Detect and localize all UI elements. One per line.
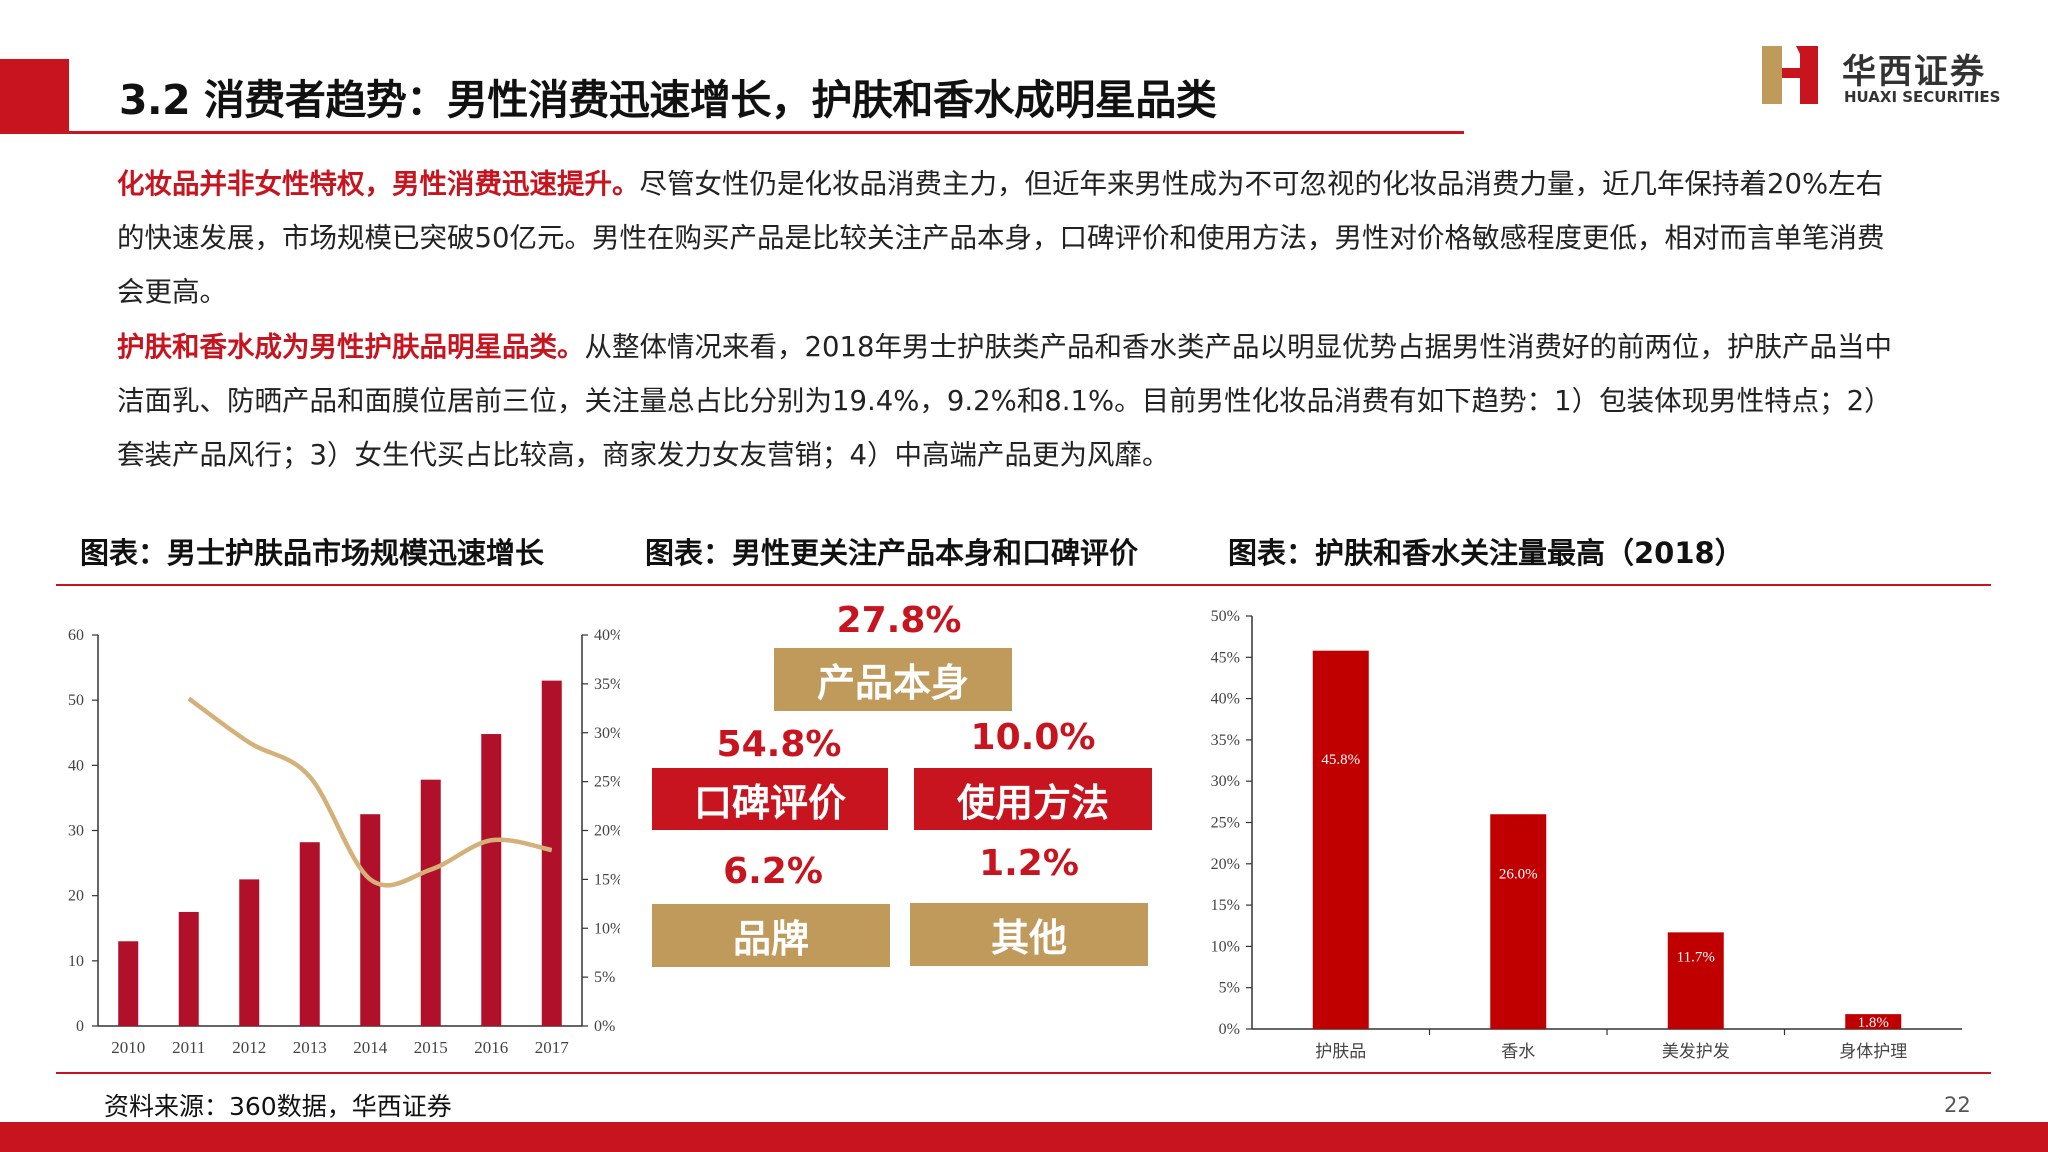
metric-value-other: 1.2% [979,843,1079,884]
metric-label-usage: 使用方法 [914,768,1152,830]
metric-value-usage: 10.0% [970,717,1096,758]
metric-label-reputation: 口碑评价 [652,768,888,830]
category-attention-chart: 0% 5% 10% 15% 20% 25% 30% 35% 40% 45% 50% 45.8% 护肤品 2… [1211,608,1962,1061]
y2-tick-label: 10% [594,920,620,937]
y2-tick-label: 30% [594,725,620,742]
x-tick-label: 美发护发 [1662,1042,1730,1061]
data-label: 45.8% [1321,752,1360,768]
market-size-bar [360,814,381,1026]
data-label: 1.8% [1858,1015,1889,1031]
market-size-bar [541,680,562,1026]
metric-value-reputation: 54.8% [716,724,842,765]
y-tick-label: 15% [1211,897,1240,914]
metric-label-product: 产品本身 [774,648,1012,711]
y-tick-label: 10% [1211,938,1240,955]
source-note: 资料来源：360数据，华西证券 [104,1092,452,1121]
x-tick-label: 2013 [293,1038,327,1057]
y-tick-label: 40% [1211,691,1240,708]
market-size-bar [178,911,199,1026]
paragraph-2-text: 从整体情况来看，2018年男士护肤类产品和香水类产品以明显优势占据男性消费好的前… [117,331,1892,471]
y-tick-label: 50 [68,692,84,709]
logo-english-name: HUAXI SECURITIES [1844,88,2001,106]
footer-bar [0,1122,2048,1152]
attention-bar [1667,932,1724,1029]
y-tick-label: 30% [1211,773,1240,790]
market-size-bar [239,879,260,1026]
metric-label-brand: 品牌 [652,904,890,967]
y-tick-label: 0 [76,1018,84,1035]
y2-tick-label: 40% [594,627,620,644]
title-accent-block [0,59,69,134]
y-tick-label: 5% [1219,980,1240,997]
section-rule-top [56,584,1991,586]
growth-rate-line [187,696,553,888]
x-tick-label: 2011 [172,1038,205,1057]
x-tick-label: 香水 [1501,1042,1535,1061]
paragraph-1-highlight: 化妆品并非女性特权，男性消费迅速提升。 [117,168,640,200]
x-tick-label: 2016 [474,1038,508,1057]
chart-heading-right: 图表：护肤和香水关注量最高（2018） [1228,536,1744,570]
x-tick-label: 身体护理 [1839,1042,1907,1061]
section-rule-bottom [56,1072,1991,1074]
attention-bar [1490,814,1547,1029]
data-label: 26.0% [1499,867,1538,883]
page-title: 3.2 消费者趋势：男性消费迅速增长，护肤和香水成明星品类 [119,76,1217,124]
market-size-chart: 0 10 20 30 40 50 60 0% 5% 10% 15% 20% 25% 30% 35% 40% 20… [68,627,620,1057]
chart-heading-middle: 图表：男性更关注产品本身和口碑评价 [645,536,1139,570]
logo-chinese-name: 华西证券 [1842,52,1986,92]
y-tick-label: 20% [1211,856,1240,873]
metric-value-product: 27.8% [836,600,962,641]
title-underline [69,131,1464,134]
data-label: 11.7% [1677,949,1715,965]
y2-tick-label: 0% [594,1018,615,1035]
y-tick-label: 10 [68,953,84,970]
y2-tick-label: 25% [594,774,620,791]
attention-bar [1312,650,1369,1029]
market-size-bar [481,734,502,1026]
paragraph-2: 护肤和香水成为男性护肤品明星品类。从整体情况来看，2018年男士护肤类产品和香水… [117,320,1897,482]
y-tick-label: 40 [68,757,84,774]
y-tick-label: 30 [68,823,84,840]
metric-label-other: 其他 [910,903,1148,966]
attention-bar [1845,1014,1902,1029]
y-tick-label: 25% [1211,815,1240,832]
market-size-bar [118,941,139,1026]
y2-tick-label: 35% [594,676,620,693]
x-tick-label: 2017 [535,1038,570,1057]
huaxi-logo-icon [1762,46,1818,104]
market-size-bar [299,842,320,1026]
paragraph-2-highlight: 护肤和香水成为男性护肤品明星品类。 [117,331,585,363]
y-tick-label: 0% [1219,1021,1240,1038]
y2-tick-label: 15% [594,871,620,888]
paragraph-1-text: 尽管女性仍是化妆品消费主力，但近年来男性成为不可忽视的化妆品消费力量，近几年保持… [117,168,1885,308]
y-tick-label: 20 [68,888,84,905]
metric-value-brand: 6.2% [723,851,823,892]
y2-tick-label: 20% [594,823,620,840]
y-tick-label: 35% [1211,732,1240,749]
x-tick-label: 2012 [232,1038,266,1057]
page-number: 22 [1944,1093,1971,1117]
y-tick-label: 60 [68,627,84,644]
x-tick-label: 2014 [353,1038,388,1057]
market-size-bar [420,779,441,1026]
y-tick-label: 50% [1211,608,1240,625]
y2-tick-label: 5% [594,969,615,986]
y-tick-label: 45% [1211,649,1240,666]
x-tick-label: 2015 [414,1038,448,1057]
chart-heading-left: 图表：男士护肤品市场规模迅速增长 [80,536,545,570]
x-tick-label: 护肤品 [1315,1042,1366,1061]
paragraph-1: 化妆品并非女性特权，男性消费迅速提升。尽管女性仍是化妆品消费主力，但近年来男性成… [117,157,1897,319]
x-tick-label: 2010 [111,1038,145,1057]
